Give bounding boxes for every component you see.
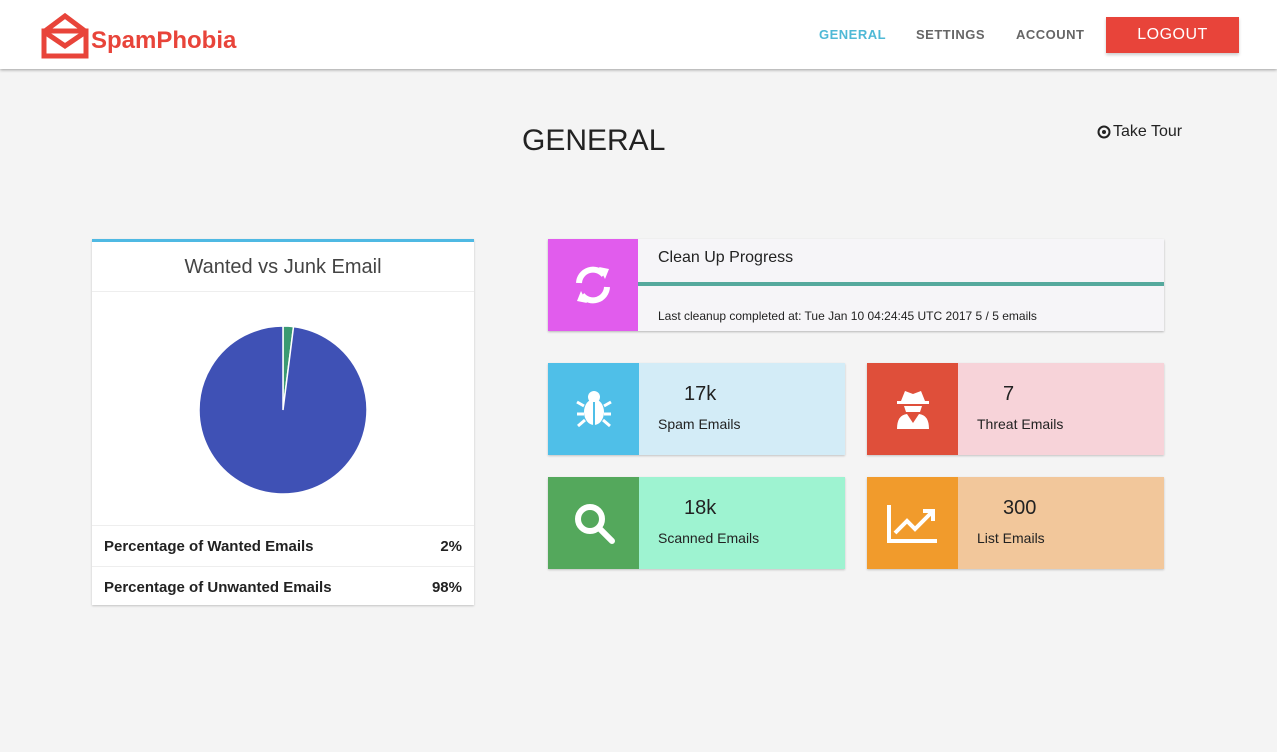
progress-title: Clean Up Progress <box>658 249 794 266</box>
stat-label: Spam Emails <box>658 416 741 432</box>
nav-general[interactable]: GENERAL <box>819 27 887 42</box>
pie-card-title: Wanted vs Junk Email <box>92 242 474 292</box>
row-label: Percentage of Unwanted Emails <box>104 578 332 596</box>
take-tour-label: Take Tour <box>1113 123 1183 140</box>
stat-value: 300 <box>1003 497 1037 519</box>
search-icon <box>548 477 639 569</box>
bug-icon <box>548 363 639 455</box>
pie-slice-unwanted <box>198 325 368 495</box>
wanted-vs-junk-card: Wanted vs Junk Email Percentage of Wante… <box>92 239 474 605</box>
stat-label: Threat Emails <box>977 416 1064 432</box>
row-value: 2% <box>440 537 462 555</box>
refresh-icon <box>548 239 638 331</box>
row-value: 98% <box>431 578 462 596</box>
progress-status: Last cleanup completed at: Tue Jan 10 04… <box>658 309 1037 323</box>
nav-account[interactable]: ACCOUNT <box>1016 27 1085 42</box>
stat-value: 18k <box>684 497 717 519</box>
threat-emails-card[interactable]: 7 Threat Emails <box>867 363 1164 455</box>
unwanted-percentage-row: Percentage of Unwanted Emails 98% <box>92 566 474 607</box>
stat-label: List Emails <box>977 530 1045 546</box>
brand-name: SpamPhobia <box>91 27 237 54</box>
pie-chart <box>198 325 368 495</box>
stat-value: 7 <box>1003 383 1015 405</box>
list-emails-card[interactable]: 300 List Emails <box>867 477 1164 569</box>
progress-bar <box>638 282 1164 286</box>
envelope-house-icon <box>41 13 89 59</box>
spam-emails-card[interactable]: 17k Spam Emails <box>548 363 845 455</box>
navbar: SpamPhobia GENERAL SETTINGS ACCOUNT LOGO… <box>0 0 1277 69</box>
logout-button[interactable]: LOGOUT <box>1106 17 1239 53</box>
scanned-emails-card[interactable]: 18k Scanned Emails <box>548 477 845 569</box>
take-tour-link[interactable]: Take Tour <box>1097 123 1182 141</box>
cleanup-progress-card: Clean Up Progress Last cleanup completed… <box>548 239 1164 331</box>
page-title: GENERAL <box>522 124 666 157</box>
logo[interactable]: SpamPhobia <box>41 13 236 59</box>
spy-icon <box>867 363 958 455</box>
stat-value: 17k <box>684 383 717 405</box>
stat-label: Scanned Emails <box>658 530 760 546</box>
wanted-percentage-row: Percentage of Wanted Emails 2% <box>92 525 474 566</box>
line-chart-icon <box>867 477 958 569</box>
row-label: Percentage of Wanted Emails <box>104 537 314 555</box>
compass-icon <box>1097 125 1111 139</box>
nav-settings[interactable]: SETTINGS <box>916 27 986 42</box>
